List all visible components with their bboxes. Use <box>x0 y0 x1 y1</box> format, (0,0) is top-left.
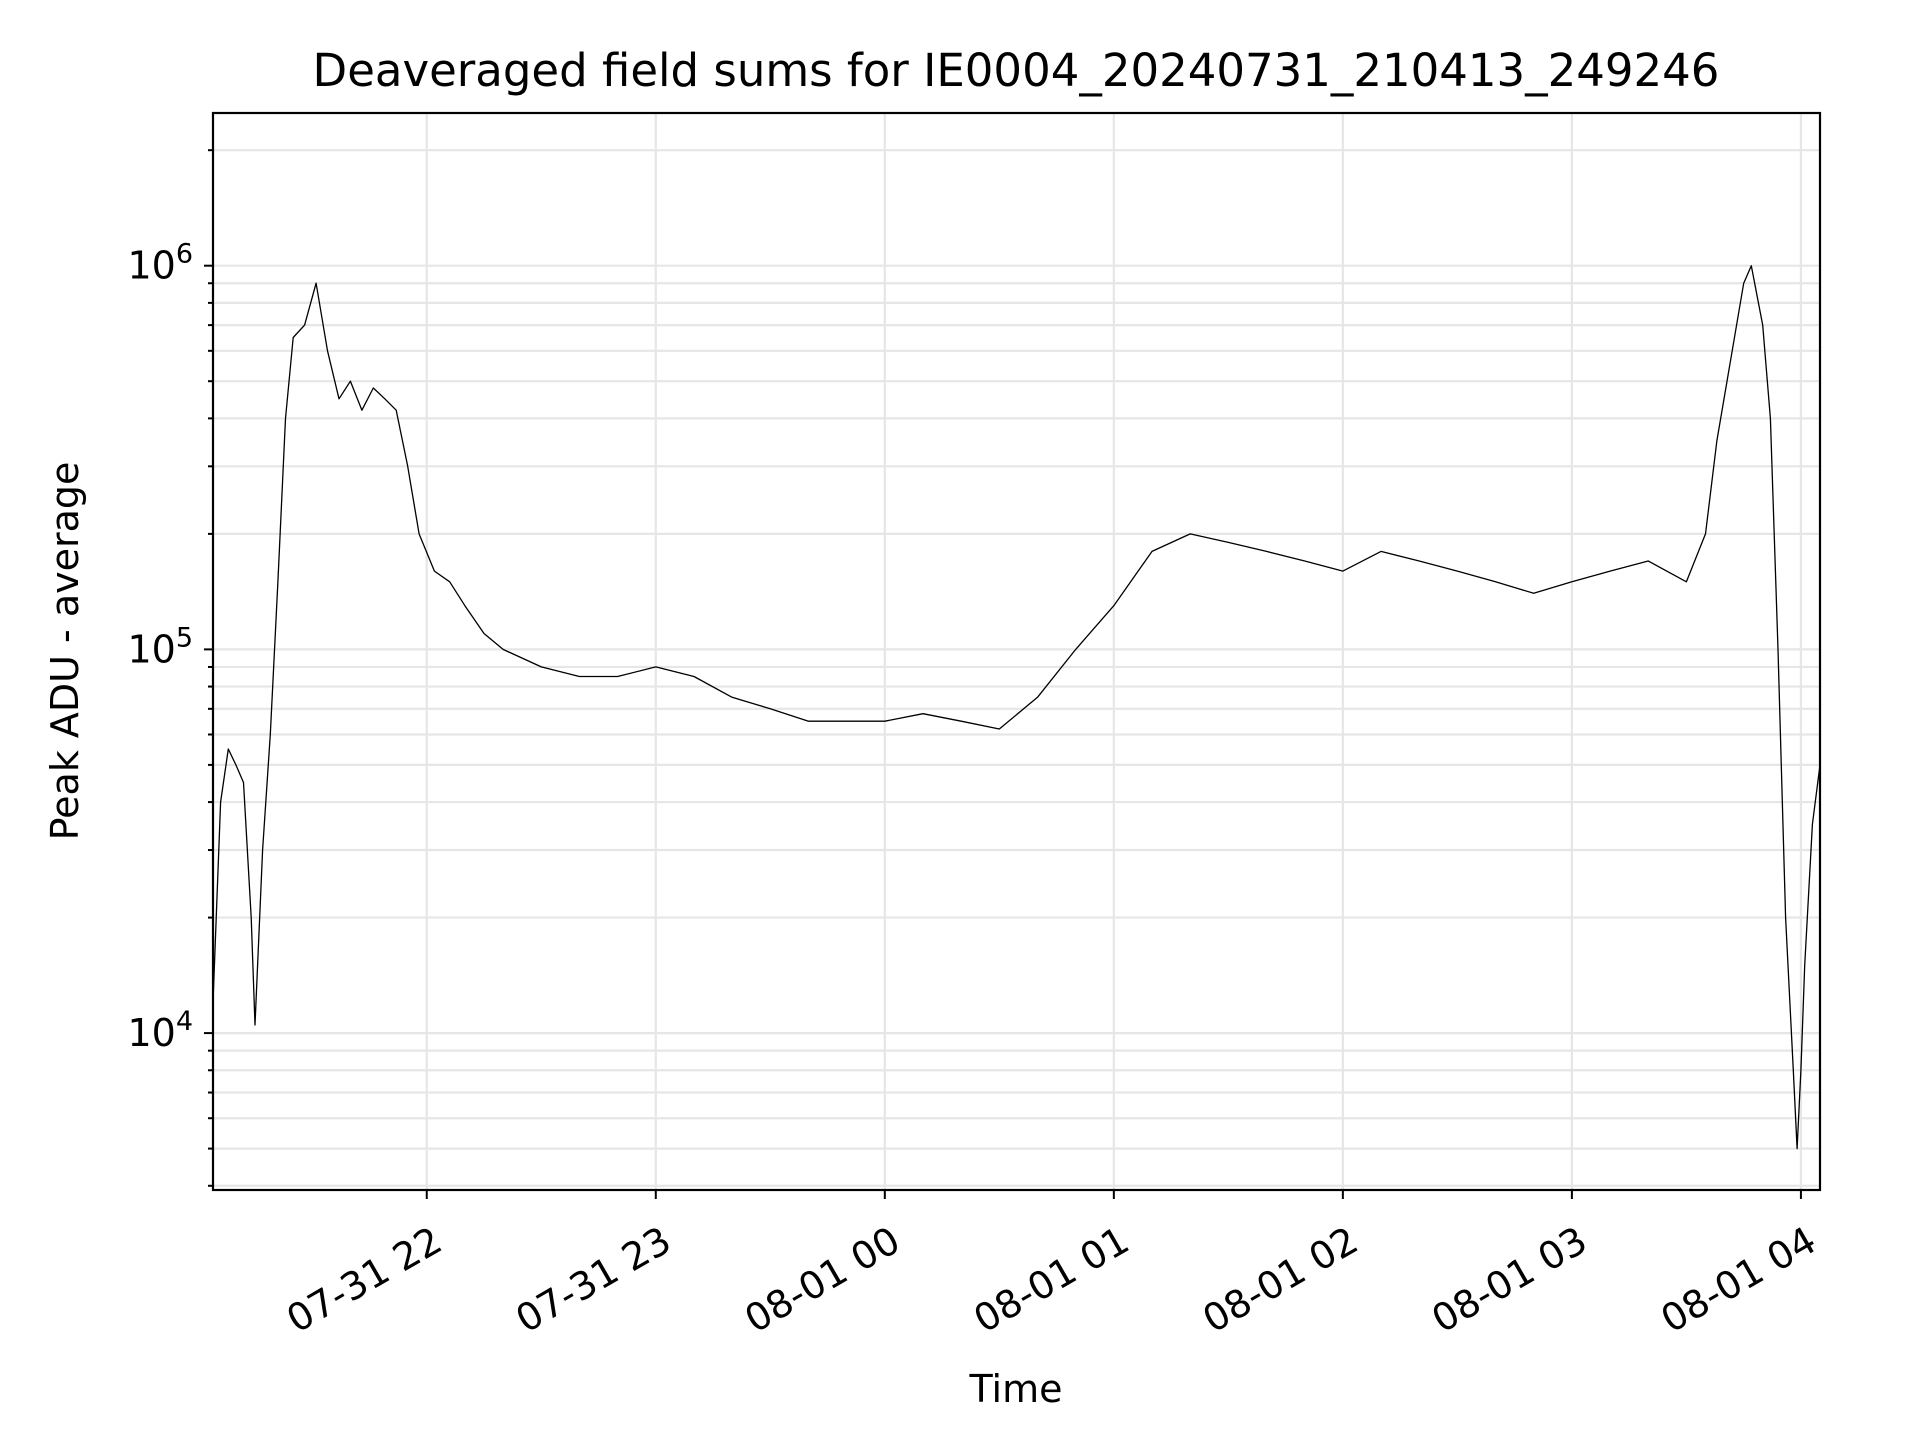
grid <box>213 113 1820 1190</box>
chart-title: Deaveraged field sums for IE0004_2024073… <box>313 44 1720 97</box>
y-tick-label: 106 <box>127 239 193 288</box>
series-line <box>212 265 1821 1150</box>
y-tick-label: 105 <box>127 622 193 671</box>
plot-frame <box>211 111 1822 1192</box>
y-axis-label: Peak ADU - average <box>43 462 87 841</box>
x-axis-label: Time <box>969 1367 1063 1411</box>
y-tick-label: 104 <box>127 1006 193 1055</box>
